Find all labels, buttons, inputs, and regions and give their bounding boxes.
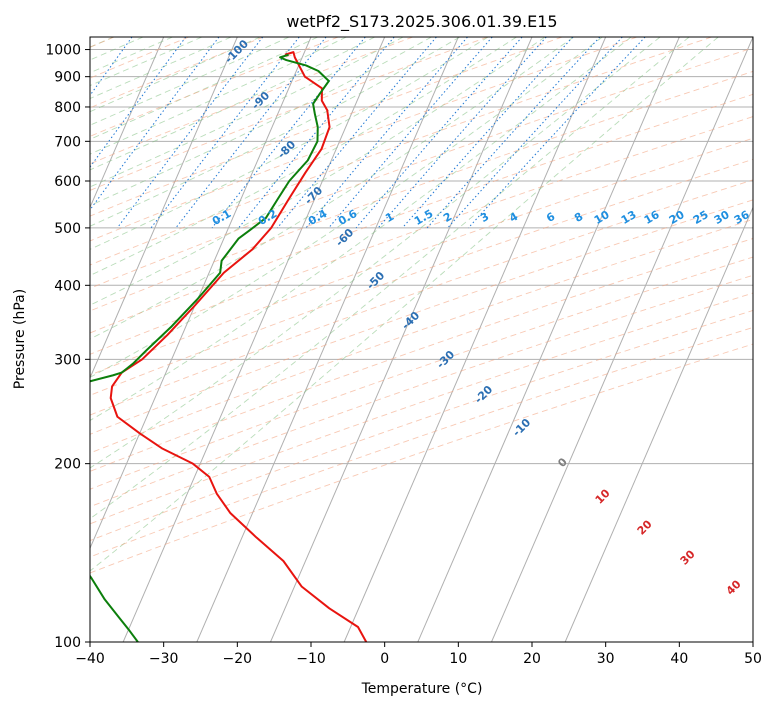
mixing-ratio-line — [238, 37, 395, 229]
skewed-isotherms — [90, 37, 753, 642]
dry-adiabat-line — [90, 116, 753, 355]
y-tick-label: 800 — [54, 100, 81, 116]
mixing-ratio-line — [277, 37, 437, 229]
dewpoint-profile-line — [90, 53, 330, 642]
x-tick-label: 50 — [744, 651, 762, 667]
y-tick-label: 600 — [54, 174, 81, 190]
moist-adiabat-line — [90, 37, 375, 171]
dry-adiabat-line — [90, 93, 753, 334]
mixing-ratio-line — [305, 37, 468, 229]
isotherm-line — [90, 37, 238, 380]
mixing-ratio-line — [150, 37, 300, 229]
moist-adiabat-line — [90, 37, 318, 140]
moist-adiabat-line — [90, 37, 517, 277]
mixing-ratio-line — [211, 37, 366, 229]
moist-adiabat-line — [90, 37, 690, 520]
y-tick-label: 400 — [54, 278, 81, 294]
isotherm-line — [417, 37, 680, 642]
dry-adiabat-line — [90, 47, 753, 289]
x-tick-label: −10 — [296, 651, 326, 667]
dry-adiabat-line — [90, 179, 753, 416]
y-tick-label: 100 — [54, 635, 81, 651]
isotherm-line — [564, 206, 753, 642]
dry-adiabat-line — [90, 37, 638, 242]
mixing-ratio-line — [447, 37, 623, 229]
moist-adiabat-line — [90, 37, 574, 340]
x-tick-label: −30 — [149, 651, 179, 667]
mixing-ratio-line — [468, 37, 646, 229]
dry-adiabat-line — [90, 70, 753, 312]
sounding-series — [90, 51, 368, 642]
moist-adiabat-line — [90, 37, 404, 188]
x-tick-label: 20 — [523, 651, 541, 667]
moist-adiabat-line — [90, 37, 460, 227]
x-tick-label: 30 — [597, 651, 615, 667]
dry-adiabat-line — [90, 218, 753, 454]
x-tick-label: 40 — [670, 651, 688, 667]
y-tick-label: 200 — [54, 457, 81, 473]
mixing-ratio-line — [377, 37, 547, 229]
isotherm-line — [491, 37, 753, 642]
isotherm-line — [343, 37, 607, 642]
moist-adiabat-line — [90, 37, 203, 87]
isotherm-line — [122, 37, 386, 642]
dry-adiabats — [90, 37, 753, 574]
dry-adiabat-line — [90, 137, 753, 376]
dry-adiabat-line — [90, 237, 753, 472]
dry-adiabat-line — [90, 158, 753, 396]
mixing-ratio-line — [116, 37, 264, 229]
moist-adiabat-line — [90, 37, 290, 126]
moist-adiabat-line — [90, 37, 489, 250]
x-tick-label: 10 — [449, 651, 467, 667]
mixing-ratio-line — [402, 37, 574, 229]
y-axis-ticks: 100 200 300 400 500 600 700 800 900 1000 — [45, 43, 90, 651]
moist-adiabat-line — [90, 37, 232, 100]
moist-adiabat-line — [90, 37, 603, 378]
isotherm-line — [196, 37, 459, 642]
moist-adiabat-line — [90, 37, 546, 306]
moist-adiabat-line — [90, 37, 261, 113]
mixing-ratio-line — [426, 37, 601, 229]
y-tick-label: 500 — [54, 221, 81, 237]
dry-adiabat-line — [90, 326, 753, 558]
moist-adiabats — [90, 37, 719, 572]
moist-adiabat-line — [90, 37, 632, 421]
y-tick-label: 1000 — [45, 43, 81, 59]
y-tick-label: 300 — [54, 352, 81, 368]
dry-adiabat-line — [90, 199, 753, 435]
chart-title: wetPf2_S173.2025.306.01.39.E15 — [286, 12, 557, 32]
y-tick-label: 900 — [54, 70, 81, 86]
x-tick-label: 0 — [380, 651, 389, 667]
grid-lines — [90, 49, 753, 642]
y-tick-label: 700 — [54, 134, 81, 150]
plot-frame — [89, 36, 754, 643]
y-axis-label: Pressure (hPa) — [12, 289, 28, 389]
x-tick-label: −40 — [75, 651, 105, 667]
x-axis-ticks: −40 −30 −20 −10 0 10 20 30 40 50 — [75, 642, 762, 667]
isotherm-line — [90, 37, 165, 209]
x-tick-label: −20 — [223, 651, 253, 667]
x-axis-label: Temperature (°C) — [361, 681, 483, 697]
moist-adiabat-line — [90, 37, 719, 572]
temperature-profile-line — [109, 51, 368, 642]
dry-adiabat-line — [90, 37, 563, 217]
